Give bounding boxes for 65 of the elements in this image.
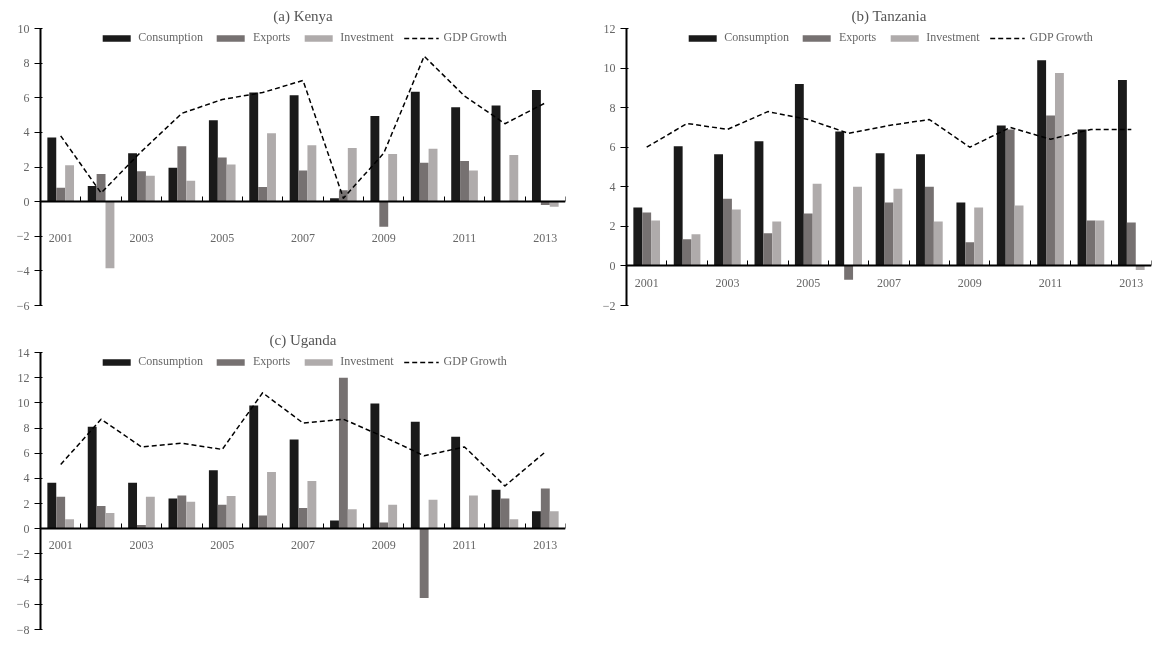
y-tick-label: 4 <box>23 471 30 486</box>
y-tick-label: −8 <box>16 622 30 637</box>
x-tick-label: 2013 <box>533 537 558 552</box>
y-tick-label: −2 <box>602 298 616 313</box>
x-tick-label: 2007 <box>291 230 315 245</box>
legend-label: Investment <box>926 30 980 45</box>
y-tick-label: −6 <box>16 597 30 612</box>
y-tick-label: 10 <box>17 395 30 410</box>
legend-label: Exports <box>252 354 291 369</box>
chart-title: (b) Tanzania <box>851 7 927 25</box>
x-tick-label: 2005 <box>210 230 235 245</box>
y-tick-label: −4 <box>16 263 30 278</box>
x-tick-label: 2001 <box>48 537 73 552</box>
y-tick-label: −2 <box>16 229 30 244</box>
legend-label: Investment <box>340 354 394 369</box>
x-tick-label: 2005 <box>796 275 821 290</box>
x-tick-label: 2007 <box>877 275 901 290</box>
chart-title: (c) Uganda <box>269 331 337 349</box>
legend-label: GDP Growth <box>443 30 507 45</box>
y-tick-label: 10 <box>603 61 616 76</box>
y-tick-label: 8 <box>23 56 30 71</box>
x-tick-label: 2011 <box>452 537 477 552</box>
x-tick-label: 2005 <box>210 537 235 552</box>
y-tick-label: 6 <box>23 90 30 105</box>
x-tick-label: 2011 <box>452 230 477 245</box>
x-tick-label: 2001 <box>634 275 659 290</box>
y-tick-label: 8 <box>23 421 30 436</box>
x-tick-label: 2013 <box>1119 275 1144 290</box>
legend-label: Consumption <box>138 30 203 45</box>
legend-label: Exports <box>838 30 877 45</box>
chart-title: (a) Kenya <box>273 7 334 25</box>
legend-label: Exports <box>252 30 291 45</box>
x-tick-label: 2009 <box>371 230 396 245</box>
y-tick-label: 0 <box>609 258 616 273</box>
x-tick-label: 2009 <box>371 537 396 552</box>
legend-label: Investment <box>340 30 394 45</box>
y-tick-label: 2 <box>23 496 30 511</box>
y-tick-label: 0 <box>23 521 30 536</box>
x-tick-label: 2003 <box>129 537 154 552</box>
x-tick-label: 2009 <box>957 275 982 290</box>
y-tick-label: −4 <box>16 572 30 587</box>
y-tick-label: 6 <box>609 140 616 155</box>
x-tick-label: 2011 <box>1038 275 1063 290</box>
legend-label: GDP Growth <box>443 354 507 369</box>
x-tick-label: 2001 <box>48 230 73 245</box>
y-tick-label: 12 <box>17 370 30 385</box>
y-tick-label: 0 <box>23 194 30 209</box>
y-tick-label: 4 <box>23 125 30 140</box>
y-tick-label: −2 <box>16 546 30 561</box>
legend-label: GDP Growth <box>1029 30 1093 45</box>
legend-label: Consumption <box>724 30 789 45</box>
x-tick-label: 2003 <box>129 230 154 245</box>
y-tick-label: 2 <box>609 219 616 234</box>
legend-label: Consumption <box>138 354 203 369</box>
y-tick-label: 6 <box>23 446 30 461</box>
y-tick-label: 8 <box>609 100 616 115</box>
x-tick-label: 2003 <box>715 275 740 290</box>
y-tick-label: 10 <box>17 21 30 36</box>
y-tick-label: −6 <box>16 298 30 313</box>
x-tick-label: 2013 <box>533 230 558 245</box>
y-tick-label: 2 <box>23 160 30 174</box>
y-tick-label: 4 <box>609 179 616 194</box>
x-tick-label: 2007 <box>291 537 315 552</box>
y-tick-label: 12 <box>603 21 616 36</box>
y-tick-label: 14 <box>17 345 30 360</box>
